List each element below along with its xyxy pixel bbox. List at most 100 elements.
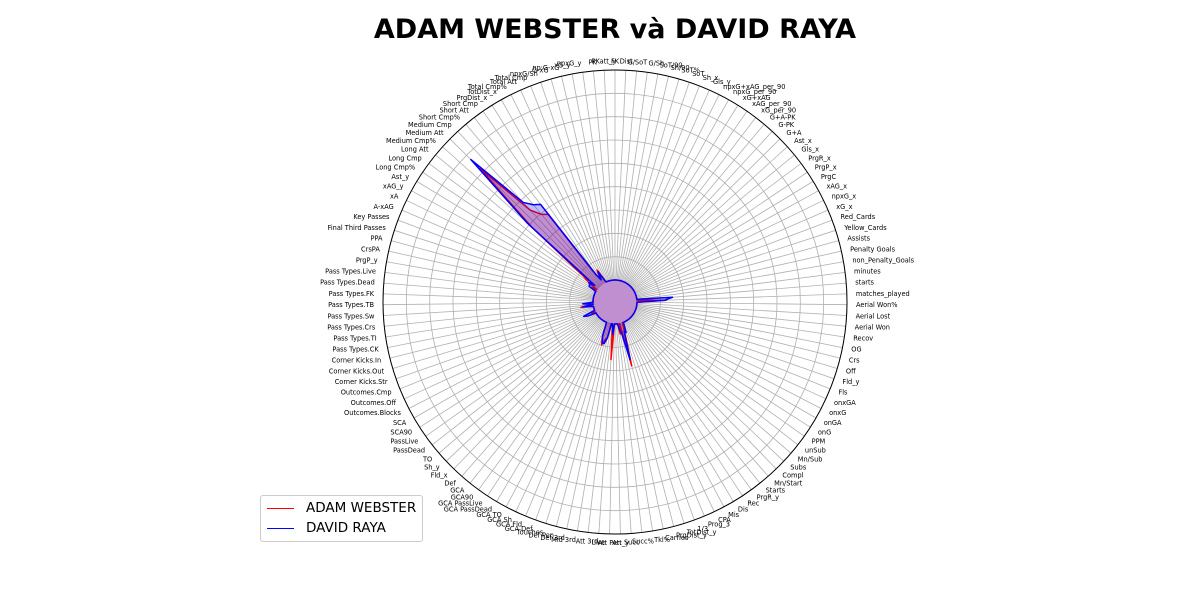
axis-label: SCA90 <box>390 428 412 436</box>
axis-label: Def Pen <box>528 531 554 539</box>
axis-label: Touches <box>516 528 544 536</box>
spoke <box>627 110 748 285</box>
spoke <box>383 293 594 302</box>
axis-label: Compl <box>782 472 803 480</box>
axis-label: Fls <box>838 389 848 397</box>
axis-label: PrgDist_y <box>676 531 707 539</box>
spoke <box>453 317 601 470</box>
axis-label: xG_y <box>554 61 570 69</box>
spoke <box>621 82 690 282</box>
spoke <box>620 78 680 281</box>
spoke <box>482 110 603 285</box>
axis-label: Yellow_Cards <box>843 224 887 232</box>
spoke <box>636 261 844 299</box>
spoke <box>435 154 599 289</box>
spoke <box>383 302 594 316</box>
spoke <box>636 271 846 300</box>
spoke <box>419 313 597 428</box>
axis-label: GCA TO <box>476 511 502 519</box>
spoke <box>384 303 594 327</box>
spoke <box>550 78 610 281</box>
spoke <box>618 323 654 531</box>
spoke <box>387 305 594 348</box>
spoke <box>566 323 611 530</box>
legend-item: DAVID RAYA <box>267 519 386 537</box>
axis-label: Total Att <box>489 78 517 86</box>
axis-label: Mis <box>728 511 740 519</box>
spoke <box>633 312 817 419</box>
axis-label: Gls_y <box>713 78 731 86</box>
axis-label: Pass Types.Sw <box>327 312 375 320</box>
spoke <box>636 305 843 348</box>
spoke <box>633 181 814 291</box>
axis-label: Outcomes.Off <box>351 399 397 407</box>
spoke <box>636 306 841 359</box>
spoke <box>627 319 752 490</box>
axis-label: Rec <box>747 500 759 508</box>
axis-label: GCA90 <box>451 493 474 501</box>
spoke <box>634 311 822 409</box>
axis-label: Tkl% <box>653 536 670 544</box>
axis-label: Ast_y <box>391 173 409 181</box>
spoke <box>386 261 594 299</box>
axis-label: np:G-xG <box>532 64 559 72</box>
axis-label: onxGA <box>834 399 856 407</box>
spoke <box>615 323 621 534</box>
spoke <box>510 94 606 283</box>
axis-label: onG <box>818 428 831 436</box>
axis-label: Aerial Won% <box>856 301 898 309</box>
axis-label: Pass Types.Dead <box>320 279 375 287</box>
axis-label: Dis <box>738 506 749 514</box>
spoke <box>385 304 594 338</box>
spoke <box>389 306 594 359</box>
axis-label: xA <box>390 193 399 201</box>
axis-label: xG+xAG <box>743 94 771 102</box>
axis-label: Total Cmp <box>494 74 528 82</box>
spoke <box>636 303 846 327</box>
spoke <box>616 70 637 281</box>
axis-label: Short Cmp% <box>419 114 460 122</box>
spoke <box>636 304 845 338</box>
spoke <box>438 316 599 454</box>
spoke <box>630 316 785 462</box>
axis-label: Att 3rd <box>576 538 599 546</box>
axis-label: npxG_y <box>557 60 582 68</box>
spoke <box>520 89 607 283</box>
spoke <box>635 219 833 295</box>
axis-label: Sh_x <box>703 74 719 82</box>
spoke <box>487 320 604 497</box>
spoke <box>473 117 602 285</box>
axis-label: Long Cmp <box>388 154 421 162</box>
axis-label: G/SoT <box>628 58 649 66</box>
axis-label: A-xAG <box>374 203 394 211</box>
spoke <box>615 70 627 281</box>
spoke <box>616 323 632 534</box>
series-line <box>470 158 674 361</box>
axis-label: onxG <box>829 409 846 417</box>
spoke <box>431 315 598 446</box>
spoke <box>388 250 594 298</box>
spoke <box>411 190 596 292</box>
axis-label: SCA <box>393 419 407 427</box>
axis-label: Mn/Sub <box>798 455 823 463</box>
axis-label: G-PK <box>778 121 794 129</box>
legend-label: ADAM WEBSTER <box>306 500 417 516</box>
axis-label: xAG_y <box>383 183 404 191</box>
spoke <box>461 318 601 477</box>
axis-label: onGA <box>824 419 842 427</box>
axis-label: Recov <box>853 335 873 343</box>
axis-label: Mid 3rd <box>551 536 576 544</box>
spoke <box>636 293 847 302</box>
spoke <box>635 309 831 390</box>
spoke <box>617 72 648 281</box>
spoke <box>631 316 792 454</box>
axis-label: Fld_y <box>842 378 859 386</box>
axis-label: PPA <box>371 235 384 243</box>
axis-label: PrgDist_x <box>457 94 488 102</box>
axis-label: matches_played <box>856 290 910 298</box>
spoke <box>635 308 835 380</box>
axis-label: Corner Kicks.Str <box>335 378 388 386</box>
axis-label: OG <box>851 346 861 354</box>
spoke <box>555 323 610 527</box>
axis-label: xAG_per_90 <box>752 100 791 108</box>
